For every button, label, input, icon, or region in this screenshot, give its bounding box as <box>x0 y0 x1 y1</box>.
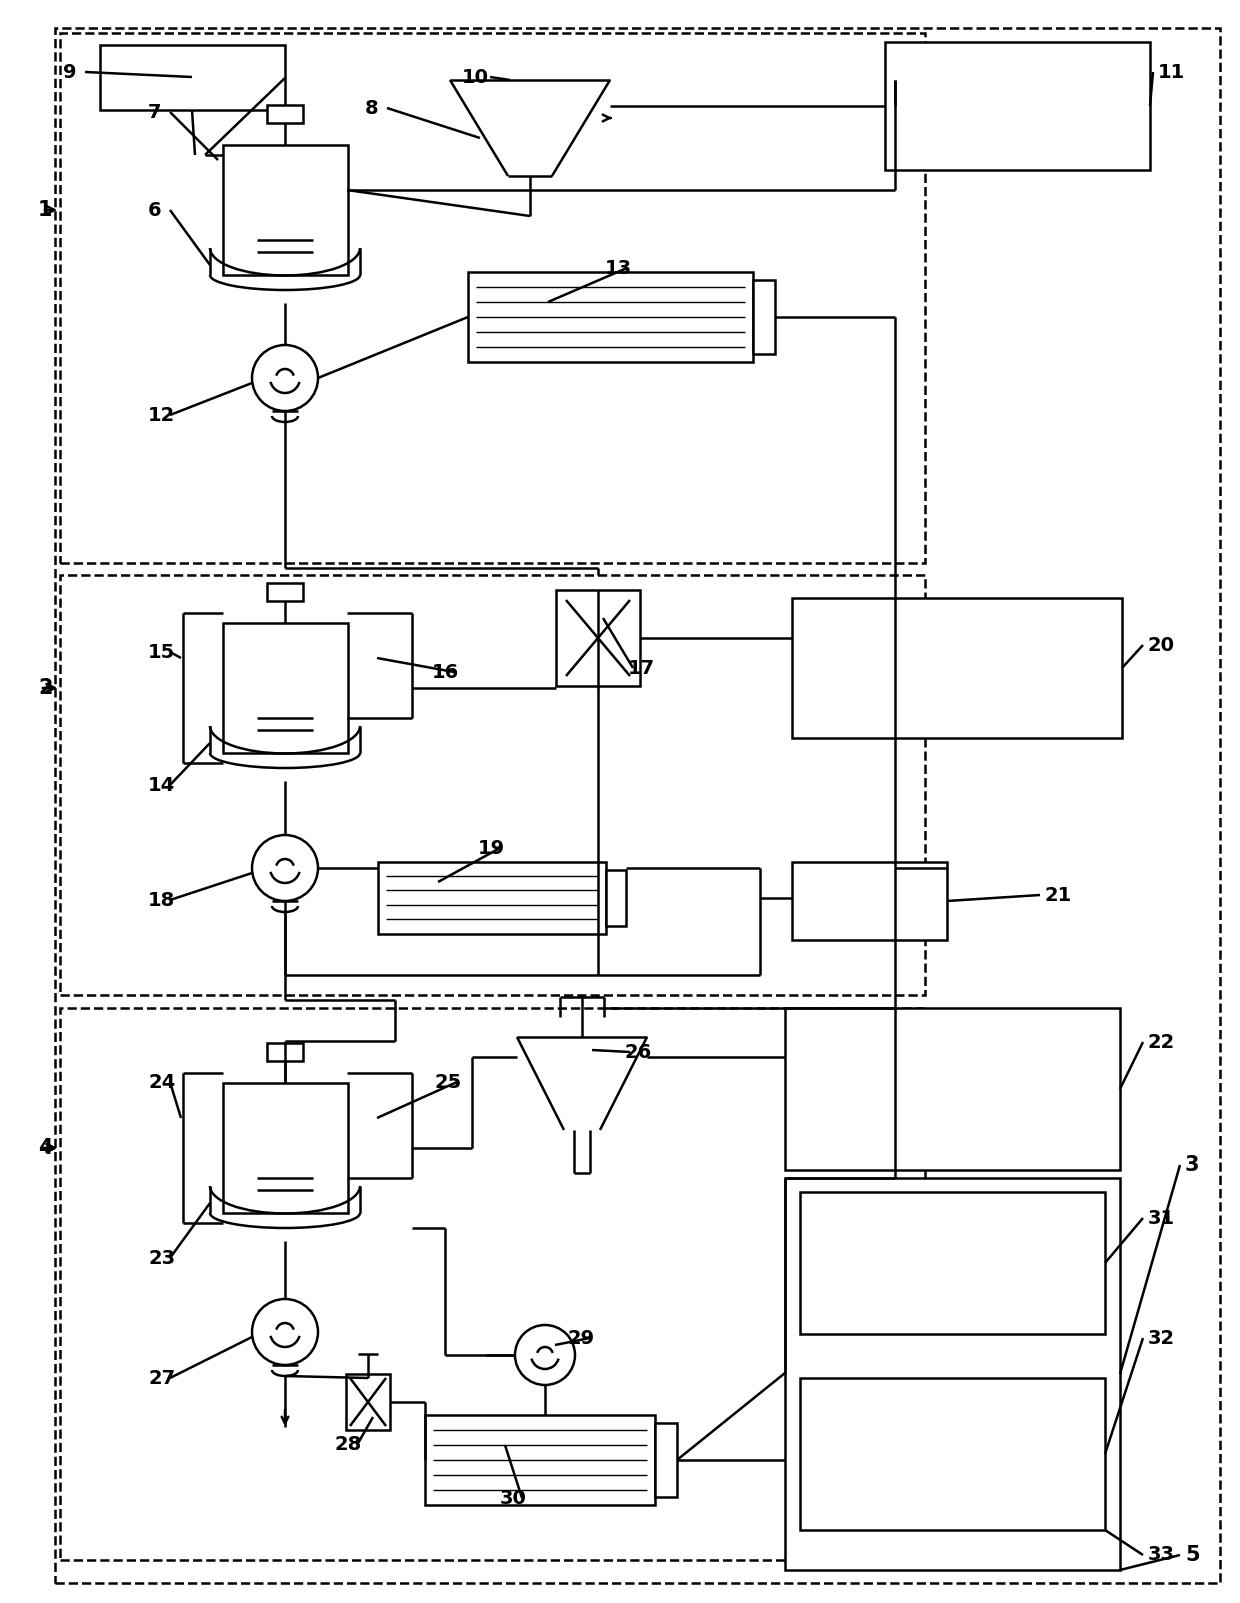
Text: 6: 6 <box>148 200 161 220</box>
Text: 26: 26 <box>625 1042 652 1061</box>
Text: 30: 30 <box>500 1489 527 1507</box>
Text: 24: 24 <box>148 1072 175 1092</box>
Bar <box>800 1379 1105 1529</box>
Bar <box>346 1374 391 1430</box>
Bar <box>60 1008 925 1560</box>
Text: 4: 4 <box>38 1138 52 1157</box>
Text: 32: 32 <box>1148 1329 1176 1348</box>
Text: 19: 19 <box>477 838 505 858</box>
Bar <box>800 1193 1105 1334</box>
Bar <box>267 583 303 601</box>
Text: 3: 3 <box>1185 1156 1199 1175</box>
Text: 18: 18 <box>148 891 175 909</box>
Bar <box>60 34 925 563</box>
Text: 28: 28 <box>335 1436 362 1454</box>
Text: 27: 27 <box>148 1369 175 1388</box>
Bar <box>223 624 348 753</box>
Text: 1: 1 <box>38 200 52 220</box>
Bar <box>885 42 1149 170</box>
Text: 17: 17 <box>627 659 655 678</box>
Bar <box>267 106 303 123</box>
Text: 23: 23 <box>148 1249 175 1268</box>
Text: 9: 9 <box>63 63 77 82</box>
Text: 13: 13 <box>605 258 632 277</box>
Bar <box>223 144 348 276</box>
Bar <box>60 575 925 995</box>
Text: 33: 33 <box>1148 1545 1176 1565</box>
Text: 29: 29 <box>568 1329 595 1348</box>
Bar <box>100 45 285 111</box>
Text: 15: 15 <box>148 643 175 662</box>
Text: 22: 22 <box>1148 1032 1176 1052</box>
Bar <box>785 1008 1120 1170</box>
Text: 8: 8 <box>365 98 378 117</box>
Bar <box>378 862 606 935</box>
Text: 20: 20 <box>1148 635 1176 654</box>
Bar <box>606 870 626 927</box>
Bar <box>792 862 947 939</box>
Bar <box>467 273 753 362</box>
Text: 2: 2 <box>38 678 52 697</box>
Text: 21: 21 <box>1045 885 1073 904</box>
Text: 25: 25 <box>435 1072 463 1092</box>
Text: 5: 5 <box>1185 1545 1199 1565</box>
Text: 10: 10 <box>463 67 489 87</box>
Bar <box>655 1423 677 1497</box>
Text: 11: 11 <box>1158 63 1185 82</box>
Text: 16: 16 <box>432 662 459 681</box>
Bar <box>267 1044 303 1061</box>
Bar <box>556 590 640 686</box>
Bar <box>753 281 775 354</box>
Bar <box>223 1084 348 1213</box>
Bar <box>785 1178 1120 1569</box>
Bar <box>792 598 1122 737</box>
Text: 12: 12 <box>148 406 175 425</box>
Text: 7: 7 <box>148 103 161 122</box>
Text: 31: 31 <box>1148 1209 1176 1228</box>
Text: 14: 14 <box>148 776 175 795</box>
Bar <box>425 1415 655 1505</box>
